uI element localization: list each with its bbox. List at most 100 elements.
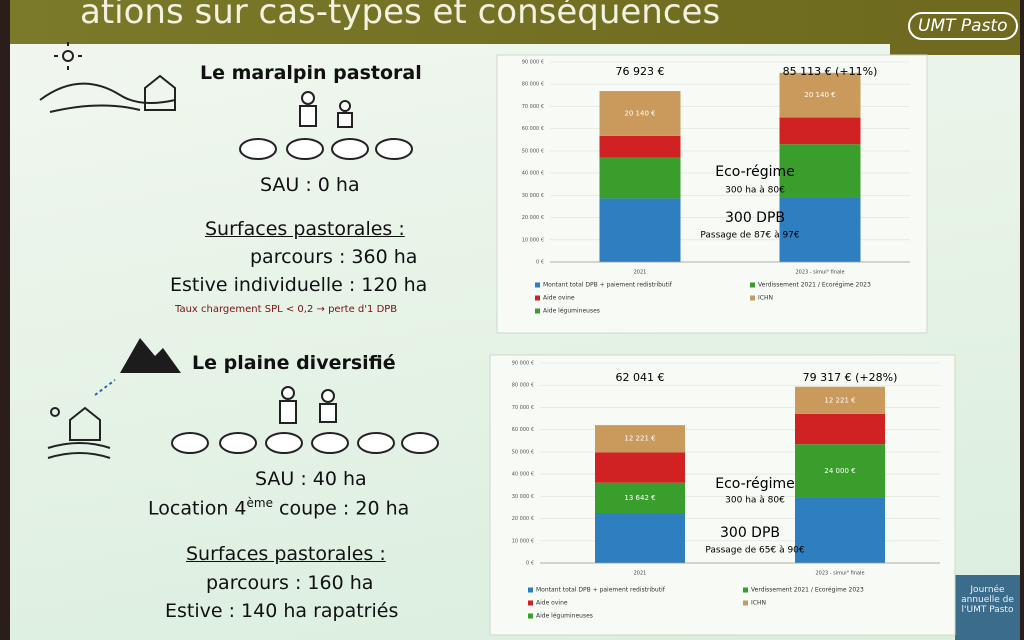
annotation: Eco-régime (715, 164, 795, 180)
segment-label: 13 642 € (624, 494, 655, 502)
location: Location 4ème coupe : 20 ha (148, 496, 409, 519)
legend-label: Aide légumineuses (543, 308, 600, 315)
illustrations (39, 42, 439, 459)
bar-segment (795, 497, 885, 563)
surface-line: parcours : 160 ha (206, 572, 374, 594)
legend-label: Aide ovine (536, 600, 568, 607)
bar-segment (795, 386, 885, 414)
surface-line: parcours : 360 ha (250, 246, 418, 268)
charts: 0 € 10 000 € 20 000 € 30 000 € 40 000 € 50 00… (489, 54, 956, 636)
bar-segment (779, 72, 861, 118)
y-tick-label: 50 000 € (522, 148, 544, 154)
annotation: 300 DPB (720, 525, 780, 541)
y-tick-label: 50 000 € (512, 449, 534, 455)
x-tick-label: 2023 - simul° finale (795, 270, 844, 276)
segment-label: 12 221 € (824, 396, 855, 404)
legend-swatch (535, 282, 540, 288)
sheep-row-1 (239, 138, 413, 160)
y-tick-label: 90 000 € (522, 60, 544, 66)
total-label: 62 041 € (616, 371, 665, 384)
note: Taux chargement SPL < 0,2 → perte d'1 DP… (175, 304, 398, 315)
y-tick-label: 30 000 € (512, 494, 534, 500)
farmers (279, 91, 353, 424)
location-text: coupe : 20 ha (272, 497, 410, 520)
arrow (94, 379, 116, 396)
legend-label: Verdissement 2021 / Ecorégime 2023 (758, 282, 871, 289)
y-tick-label: 60 000 € (512, 427, 534, 433)
x-tick-label: 2021 (634, 270, 647, 276)
mountain-icon (120, 338, 181, 373)
legend-swatch (743, 600, 748, 606)
bar-segment (599, 157, 681, 199)
y-tick-label: 0 € (536, 260, 544, 266)
bar-segment (795, 413, 885, 445)
title-bar: ations sur cas-types et conséquences (10, 0, 910, 44)
segment-label: 20 140 € (624, 109, 655, 117)
bar-segment (599, 198, 681, 262)
y-tick-label: 90 000 € (512, 361, 534, 367)
sau: SAU : 40 ha (255, 468, 367, 490)
bar-segment (599, 135, 681, 158)
segment-label: 20 140 € (804, 91, 835, 99)
annotation: 300 ha à 80€ (725, 496, 785, 506)
x-tick-label: 2021 (634, 571, 647, 577)
legend-label: Montant total DPB + paiement redistribut… (536, 587, 666, 594)
segment-label: 24 000 € (824, 467, 855, 475)
y-tick-label: 10 000 € (512, 538, 534, 544)
y-tick-label: 20 000 € (512, 516, 534, 522)
y-tick-label: 70 000 € (522, 104, 544, 110)
legend-swatch (750, 282, 755, 288)
legend-swatch (750, 295, 755, 301)
segment-label: 12 221 € (624, 435, 655, 443)
x-tick-label: 2023 - simul° finale (815, 571, 864, 577)
slide-title: ations sur cas-types et conséquences (80, 0, 721, 32)
legend-label: ICHN (751, 600, 766, 607)
legend-swatch (528, 600, 533, 606)
legend-label: Aide légumineuses (536, 613, 593, 620)
bar-segment (595, 513, 685, 563)
y-tick-label: 60 000 € (522, 126, 544, 132)
case-title: Le plaine diversifié (192, 352, 396, 374)
legend-swatch (535, 308, 540, 314)
legend-label: Aide ovine (543, 295, 575, 302)
surfaces-heading: Surfaces pastorales : (205, 218, 405, 240)
farm-icon (39, 42, 176, 113)
bar-segment (795, 444, 885, 498)
footer-line: l'UMT Pasto (961, 605, 1014, 615)
total-label: 76 923 € (616, 65, 665, 78)
sheep-row-2 (171, 432, 439, 454)
annotation: Eco-régime (715, 476, 795, 492)
sau: SAU : 0 ha (260, 174, 360, 196)
legend-swatch (743, 587, 748, 593)
case-title: Le maralpin pastoral (200, 62, 422, 84)
footer: Journée annuelle de l'UMT Pasto (955, 575, 1020, 640)
legend-swatch (528, 587, 533, 593)
y-tick-label: 0 € (526, 561, 534, 567)
legend-label: Montant total DPB + paiement redistribut… (543, 282, 673, 289)
y-tick-label: 70 000 € (512, 405, 534, 411)
annotation: Passage de 65€ à 90€ (705, 546, 805, 556)
total-label: 85 113 € (+11%) (783, 65, 878, 78)
annotation: 300 DPB (725, 210, 785, 226)
legend-label: ICHN (758, 295, 773, 302)
surface-line: Estive individuelle : 120 ha (170, 274, 428, 296)
y-tick-label: 20 000 € (522, 215, 544, 221)
y-tick-label: 80 000 € (512, 383, 534, 389)
bar-segment (595, 452, 685, 483)
footer-line: annuelle de (961, 595, 1014, 605)
logo-text: UMT Pasto (908, 12, 1018, 40)
bar-segment (595, 482, 685, 513)
annotation: 300 ha à 80€ (725, 186, 785, 196)
chart-panel (496, 54, 928, 334)
annotation: Passage de 87€ à 97€ (700, 231, 800, 241)
total-label: 79 317 € (+28%) (803, 371, 898, 384)
surfaces-heading: Surfaces pastorales : (186, 543, 386, 565)
bar-segment (779, 117, 861, 145)
y-tick-label: 80 000 € (522, 82, 544, 88)
farm-icon-2 (47, 406, 111, 459)
bar-segment (779, 144, 861, 198)
y-tick-label: 30 000 € (522, 193, 544, 199)
legend-label: Verdissement 2021 / Ecorégime 2023 (751, 587, 864, 594)
y-tick-label: 40 000 € (522, 171, 544, 177)
logo: UMT Pasto (890, 0, 1020, 55)
